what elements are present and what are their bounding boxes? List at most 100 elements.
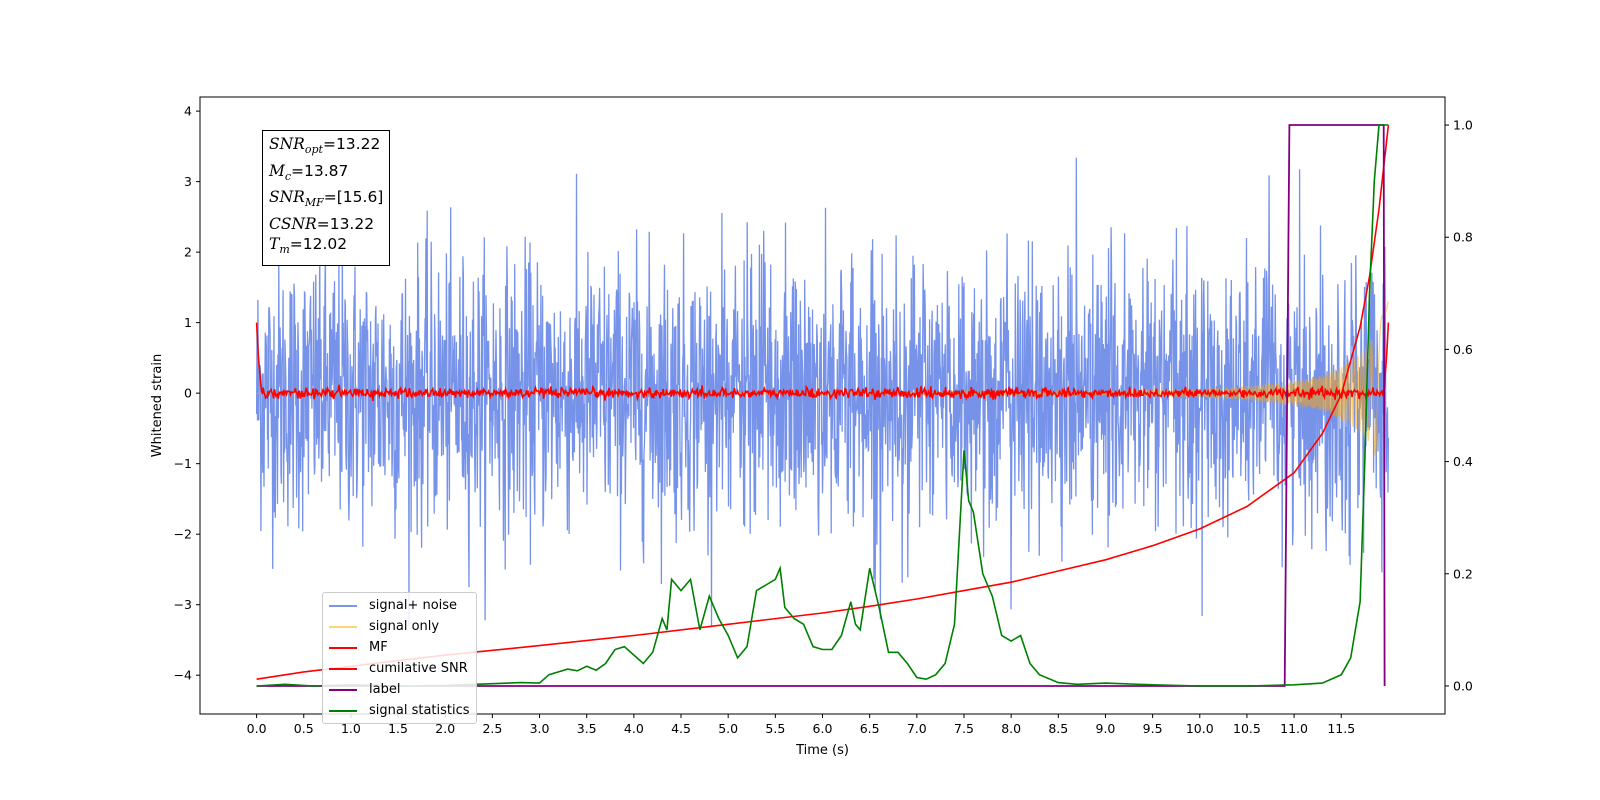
- series-signal-statistics: [256, 124, 1389, 687]
- legend-swatch: [329, 646, 357, 649]
- x-tick-label: 11.0: [1280, 721, 1308, 736]
- x-tick-label: 4.0: [624, 721, 644, 736]
- series-cumulative-snr: [256, 124, 1390, 680]
- annotation-box: SNRopt=13.22 Mc=13.87 SNRMF=[15.6] CSNR=…: [262, 130, 391, 266]
- x-tick: 4.0: [624, 714, 644, 736]
- legend-item-signal-noise: signal+ noise: [329, 595, 470, 616]
- x-tick-label: 1.5: [388, 721, 408, 736]
- annotation-csnr: CSNR=13.22: [269, 214, 375, 233]
- legend-item-cumulative-snr: cumilative SNR: [329, 658, 470, 679]
- y2-tick: 0.4: [1445, 454, 1473, 469]
- y2-tick: 1.0: [1445, 118, 1473, 133]
- x-tick-label: 8.0: [1001, 721, 1021, 736]
- annotation-mc: Mc=13.87: [269, 161, 349, 183]
- y-tick: 3: [184, 174, 200, 189]
- y-tick-label: −3: [174, 597, 192, 612]
- x-tick: 9.5: [1143, 714, 1163, 736]
- x-tick: 5.0: [718, 714, 738, 736]
- legend-swatch: [329, 625, 357, 628]
- y-tick: −2: [174, 527, 200, 542]
- x-tick-label: 3.5: [577, 721, 597, 736]
- y-tick: −3: [174, 597, 200, 612]
- y-tick-label: −4: [174, 668, 192, 683]
- x-tick: 8.5: [1048, 714, 1068, 736]
- x-tick-label: 7.0: [907, 721, 927, 736]
- y2-tick-label: 0.4: [1453, 454, 1473, 469]
- x-tick: 8.0: [1001, 714, 1021, 736]
- legend-item-label: label: [329, 679, 470, 700]
- y-tick: −1: [174, 456, 200, 471]
- annotation-tm: Tm=12.02: [269, 235, 348, 257]
- annotation-snr-mf: SNRMF=[15.6]: [269, 188, 384, 210]
- x-tick: 9.0: [1096, 714, 1116, 736]
- y2-tick: 0.6: [1445, 342, 1473, 357]
- y2-tick-label: 0.8: [1453, 230, 1473, 245]
- legend-item-signal-statistics: signal statistics: [329, 700, 470, 721]
- x-tick-label: 6.5: [860, 721, 880, 736]
- x-tick-label: 9.0: [1096, 721, 1116, 736]
- x-tick-label: 5.5: [765, 721, 785, 736]
- legend-item-signal-only: signal only: [329, 616, 470, 637]
- y2-tick: 0.0: [1445, 678, 1473, 693]
- legend-swatch: [329, 604, 357, 607]
- x-tick-label: 10.5: [1233, 721, 1261, 736]
- x-tick-label: 2.5: [482, 721, 502, 736]
- y-tick-label: −2: [174, 527, 192, 542]
- y-tick-label: 3: [184, 174, 192, 189]
- x-tick: 3.0: [530, 714, 550, 736]
- x-tick: 10.0: [1186, 714, 1214, 736]
- y-tick-label: 4: [184, 104, 192, 119]
- y-tick: 0: [184, 386, 200, 401]
- y-axis-left: 4 3 2 1 0 −1 −2 −3 −4: [174, 104, 200, 683]
- x-tick: 0.5: [294, 714, 314, 736]
- legend: signal+ noise signal only MF cumilative …: [322, 592, 477, 724]
- x-tick-label: 11.5: [1327, 721, 1355, 736]
- y-tick-label: 2: [184, 245, 192, 260]
- x-tick-label: 7.5: [954, 721, 974, 736]
- y-tick-label: 0: [184, 386, 192, 401]
- x-tick: 7.5: [954, 714, 974, 736]
- y2-tick-label: 0.2: [1453, 566, 1473, 581]
- legend-swatch: [329, 667, 357, 670]
- x-tick-label: 5.0: [718, 721, 738, 736]
- y2-tick: 0.8: [1445, 230, 1473, 245]
- x-tick: 7.0: [907, 714, 927, 736]
- x-tick: 11.5: [1327, 714, 1355, 736]
- series-layer: [255, 124, 1390, 687]
- annotation-snr-opt: SNRopt=13.22: [269, 135, 381, 157]
- x-tick-label: 9.5: [1143, 721, 1163, 736]
- x-tick: 2.5: [482, 714, 502, 736]
- legend-swatch: [329, 688, 357, 691]
- x-tick-label: 4.5: [671, 721, 691, 736]
- x-tick: 6.5: [860, 714, 880, 736]
- y2-tick-label: 1.0: [1453, 118, 1473, 133]
- x-tick: 6.0: [813, 714, 833, 736]
- x-tick-label: 1.0: [341, 721, 361, 736]
- x-tick-label: 8.5: [1048, 721, 1068, 736]
- x-tick: 3.5: [577, 714, 597, 736]
- y-tick: 2: [184, 245, 200, 260]
- x-tick-label: 10.0: [1186, 721, 1214, 736]
- y2-tick-label: 0.0: [1453, 678, 1473, 693]
- series-signal-noise: [255, 157, 1390, 628]
- x-tick: 4.5: [671, 714, 691, 736]
- x-axis: 0.0 0.5 1.0 1.5 2.0 2.5 3.0 3.5 4.0 4.5 5.0 5.5 6.0 6…: [247, 714, 1355, 736]
- series-mf: [255, 322, 1390, 402]
- legend-item-mf: MF: [329, 637, 470, 658]
- x-tick-label: 3.0: [530, 721, 550, 736]
- x-tick: 0.0: [247, 714, 267, 736]
- y-axis-right: 1.0 0.8 0.6 0.4 0.2 0.0: [1445, 118, 1473, 693]
- y-axis-label: Whitened strain: [150, 354, 165, 457]
- series-label: [256, 124, 1386, 687]
- x-tick-label: 6.0: [813, 721, 833, 736]
- y-tick: 1: [184, 315, 200, 330]
- x-tick: 10.5: [1233, 714, 1261, 736]
- legend-swatch: [329, 709, 357, 712]
- x-axis-label: Time (s): [795, 743, 849, 758]
- y-tick-label: −1: [174, 456, 192, 471]
- y2-tick-label: 0.6: [1453, 342, 1473, 357]
- x-tick: 11.0: [1280, 714, 1308, 736]
- y-tick: −4: [174, 668, 200, 683]
- y-tick: 4: [184, 104, 200, 119]
